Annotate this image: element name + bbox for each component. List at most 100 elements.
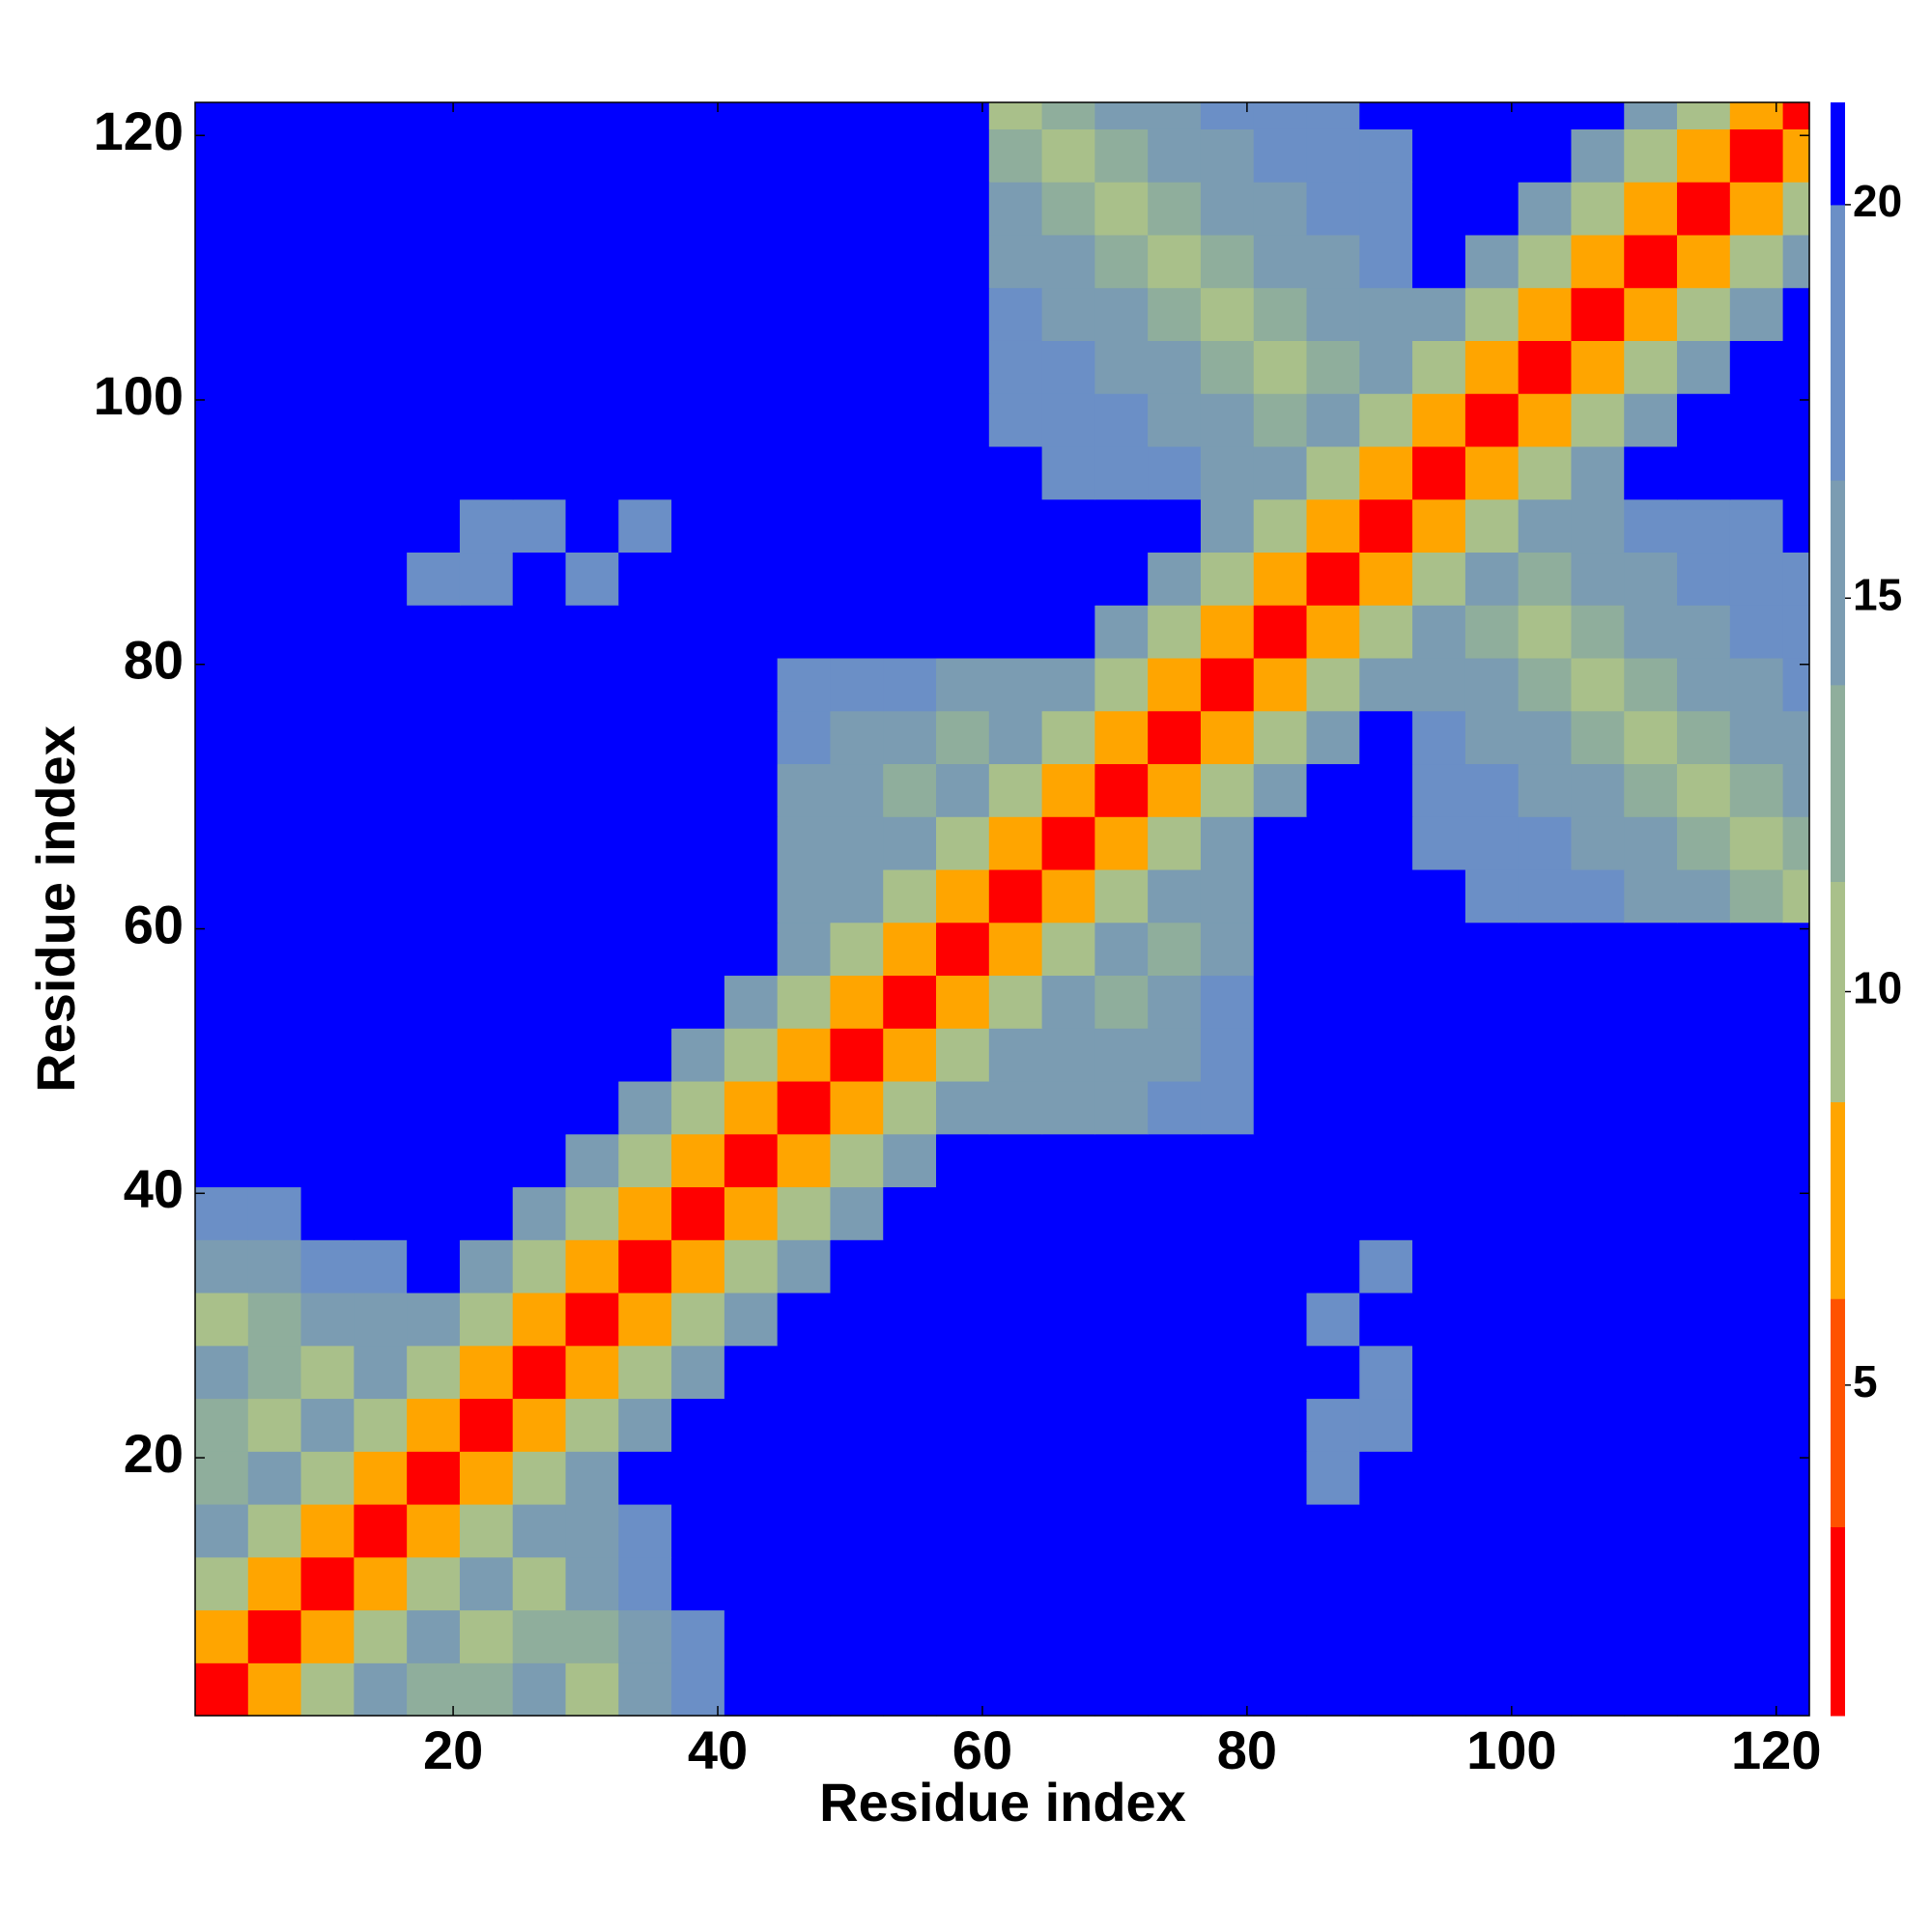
heatmap-cell <box>1306 1451 1360 1505</box>
heatmap-cell <box>1041 340 1095 394</box>
heatmap-cell <box>1200 657 1255 712</box>
heatmap-cell <box>1148 710 1202 765</box>
heatmap-cell <box>565 657 619 712</box>
heatmap-cell <box>1412 182 1466 236</box>
heatmap-cell <box>1359 552 1413 606</box>
heatmap-cell <box>1518 552 1573 606</box>
heatmap-cell <box>724 445 779 500</box>
heatmap-cell <box>830 393 884 447</box>
heatmap-cell <box>1094 1503 1149 1558</box>
heatmap-cell <box>830 710 884 765</box>
heatmap-cell <box>195 975 249 1029</box>
heatmap-cell <box>459 1080 514 1135</box>
heatmap-cell <box>1624 128 1678 183</box>
heatmap-cell <box>1094 1662 1149 1717</box>
colorbar-segment <box>1831 1101 1845 1299</box>
heatmap-cell <box>1148 102 1202 129</box>
heatmap-cell <box>1571 498 1625 554</box>
heatmap-cell <box>1624 1133 1678 1188</box>
heatmap-cell <box>988 1292 1043 1347</box>
heatmap-cell <box>1041 605 1095 659</box>
heatmap-cell <box>1253 445 1308 500</box>
heatmap-cell <box>1677 393 1731 447</box>
heatmap-cell <box>1253 1556 1308 1611</box>
heatmap-cell <box>724 1556 779 1611</box>
heatmap-cell <box>407 657 461 712</box>
heatmap-cell <box>1200 922 1255 977</box>
heatmap-cell <box>671 1451 725 1505</box>
heatmap-cell <box>1306 287 1360 341</box>
heatmap-cell <box>936 498 990 554</box>
heatmap-cell <box>512 1292 567 1347</box>
heatmap-cell <box>247 1080 302 1135</box>
heatmap-cell <box>512 710 567 765</box>
heatmap-cell <box>1571 868 1625 923</box>
heatmap-cell <box>1677 868 1731 923</box>
x-tick-label: 80 <box>1217 1719 1277 1780</box>
heatmap-cell <box>830 657 884 712</box>
heatmap-cell <box>936 1503 990 1558</box>
heatmap-cell <box>300 1609 355 1663</box>
heatmap-cell <box>459 102 514 129</box>
heatmap-cell <box>1412 657 1466 712</box>
heatmap-cell <box>618 868 672 923</box>
heatmap-cell <box>247 1398 302 1452</box>
heatmap-cell <box>1571 1186 1625 1240</box>
heatmap-cell <box>1571 975 1625 1029</box>
heatmap-cell <box>618 1609 672 1663</box>
heatmap-cell <box>1464 868 1520 923</box>
heatmap-cell <box>512 393 567 447</box>
heatmap-cell <box>195 552 249 606</box>
heatmap-cell <box>883 1028 937 1082</box>
heatmap-cell <box>883 340 937 394</box>
heatmap-cell <box>407 1239 461 1293</box>
heatmap-cell <box>724 1398 779 1452</box>
heatmap-cell <box>300 1556 355 1611</box>
heatmap-cell <box>1041 234 1095 289</box>
heatmap-cell <box>1359 182 1413 236</box>
heatmap-cell <box>1571 340 1625 394</box>
heatmap-cell <box>724 498 779 554</box>
heatmap-cell <box>830 552 884 606</box>
heatmap-cell <box>1624 1503 1678 1558</box>
y-tick-label: 40 <box>124 1158 184 1219</box>
heatmap-cell <box>1729 182 1784 236</box>
heatmap-cell <box>830 868 884 923</box>
heatmap-cell <box>1729 657 1784 712</box>
heatmap-cell <box>1518 816 1573 870</box>
heatmap-cell <box>1094 1451 1149 1505</box>
heatmap-cell <box>988 128 1043 183</box>
heatmap-cell <box>1571 1398 1625 1452</box>
heatmap-cell <box>1041 922 1095 977</box>
heatmap-cell <box>247 1662 302 1717</box>
heatmap-cell <box>1677 340 1731 394</box>
heatmap-cell <box>1518 234 1573 289</box>
heatmap-cell <box>565 1503 619 1558</box>
heatmap-cell <box>1729 445 1784 500</box>
heatmap-cell <box>830 1345 884 1400</box>
heatmap-cell <box>618 922 672 977</box>
heatmap-cell <box>830 1133 884 1188</box>
colorbar-segment <box>1831 881 1845 1103</box>
heatmap-cell <box>459 1133 514 1188</box>
heatmap-cell <box>1148 128 1202 183</box>
heatmap-cell <box>1200 975 1255 1029</box>
colorbar-tick-label: 10 <box>1853 963 1902 1013</box>
heatmap-cell <box>247 498 302 554</box>
heatmap-cell <box>1624 657 1678 712</box>
heatmap-cell <box>777 1028 832 1082</box>
heatmap-cell <box>1041 1662 1095 1717</box>
heatmap-cell <box>195 1028 249 1082</box>
heatmap-cell <box>1624 1186 1678 1240</box>
heatmap-cell <box>1729 1398 1784 1452</box>
heatmap-cell <box>777 1292 832 1347</box>
heatmap-cell <box>1729 1133 1784 1188</box>
heatmap-cell <box>936 1609 990 1663</box>
colorbar-segment <box>1831 684 1845 882</box>
heatmap-cell <box>565 1398 619 1452</box>
heatmap-cell <box>512 1239 567 1293</box>
heatmap-cell <box>988 1186 1043 1240</box>
heatmap-cell <box>830 816 884 870</box>
heatmap-cell <box>1571 1133 1625 1188</box>
heatmap-cell <box>1359 1292 1413 1347</box>
